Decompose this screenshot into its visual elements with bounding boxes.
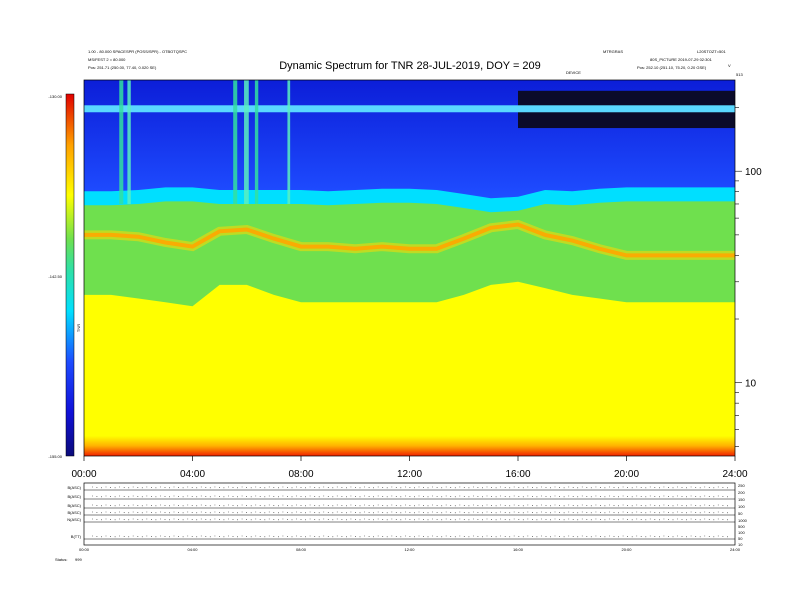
x-axis: 00:00 04:00 08:00 12:00 16:00 20:00 24:00 — [71, 456, 748, 480]
status-label: Status: — [55, 557, 67, 562]
lower-right-label: 1000 — [738, 518, 748, 523]
colorbar — [65, 93, 75, 457]
lower-row-label: B(ASC) — [67, 503, 81, 508]
x-tick-label: 04:00 — [180, 469, 205, 480]
y-axis: 10 100 — [735, 107, 762, 447]
lower-x-tick-label: 08:00 — [296, 547, 307, 552]
colorbar-label-bottom: -155.00 — [48, 454, 62, 459]
lower-row-label: B(TT) — [71, 534, 82, 539]
header-info-left-1: 1.00 - 80.000 SPACESPR (POSS/SPR) - OTBO… — [88, 49, 187, 54]
lower-right-label: 200 — [738, 490, 745, 495]
colorbar-label-top: -130.00 — [48, 94, 62, 99]
header-info-right-4: Pos: 252.10 (251.10, 75.20, 0.20 GSE) — [637, 65, 707, 70]
stripe-band — [84, 105, 735, 113]
header-info-left-2: MS/FEST 2 = 80.000 — [88, 57, 126, 62]
x-tick-label: 12:00 — [397, 469, 422, 480]
header-info-right-1: MTRGRAS — [603, 49, 623, 54]
lower-row-label: B(ASC) — [67, 485, 81, 490]
lower-right-label: 150 — [738, 497, 745, 502]
y-tick-label: 100 — [745, 167, 762, 178]
x-tick-label: 24:00 — [722, 469, 747, 480]
lower-right-label: 100 — [738, 530, 745, 535]
yellow-band — [84, 281, 735, 456]
bottom-red-band — [84, 435, 735, 456]
burst-streak — [127, 80, 131, 204]
x-tick-label: 00:00 — [71, 469, 96, 480]
lower-right-label: 50 — [738, 536, 743, 541]
lower-row-trace — [92, 504, 728, 507]
header-corner-label: V — [728, 63, 731, 68]
chart-title: Dynamic Spectrum for TNR 28-JUL-2019, DO… — [279, 60, 541, 72]
lower-right-label: 100 — [738, 504, 745, 509]
header-corner-number: 513 — [736, 72, 743, 77]
lower-x-tick-label: 20:00 — [621, 547, 632, 552]
burst-streak — [119, 80, 124, 204]
lower-row-trace — [92, 535, 728, 538]
lower-row-label: B(ASC) — [67, 494, 81, 499]
lower-right-label: 500 — [738, 524, 745, 529]
lower-row-trace — [92, 495, 728, 498]
x-tick-label: 20:00 — [614, 469, 639, 480]
header-info-left-3: Pos: 251.71 (250.00, 77.40, 0.020 SE) — [88, 65, 157, 70]
lower-x-tick-label: 12:00 — [404, 547, 415, 552]
lower-right-label: 10 — [738, 542, 743, 547]
lower-panel-frame — [83, 482, 736, 546]
lower-right-label: 50 — [738, 511, 743, 516]
burst-streak — [233, 80, 238, 204]
y-tick-label: 10 — [745, 379, 757, 390]
lower-x-tick-label: 16:00 — [513, 547, 524, 552]
x-tick-label: 16:00 — [505, 469, 530, 480]
lower-row-label: N(ASC) — [67, 517, 81, 522]
spectrogram-heatmap — [84, 80, 735, 456]
burst-streaks — [119, 80, 291, 204]
lower-x-tick-label: 00:00 — [79, 547, 90, 552]
burst-streak — [244, 80, 249, 204]
lower-row-trace — [92, 511, 728, 514]
lower-x-tick-label: 04:00 — [187, 547, 198, 552]
burst-streak — [254, 80, 259, 204]
colorbar-label-mid: -142.50 — [48, 274, 62, 279]
lower-x-tick-label: 24:00 — [730, 547, 741, 552]
header-device-label: DEVICE — [566, 70, 581, 75]
header-info-right-3: 80S_PICTURE 2019-07-29 02:301 — [650, 57, 713, 62]
lower-row-label: B(ASC) — [67, 510, 81, 515]
yellow-ridge-halo — [84, 219, 735, 260]
lower-right-label: 250 — [738, 483, 745, 488]
lower-row-trace — [92, 518, 728, 521]
status-value: 999 — [75, 557, 82, 562]
x-tick-label: 08:00 — [288, 469, 313, 480]
lower-row-trace — [92, 486, 728, 489]
header-info-right-2: L20STOZT=501 — [697, 49, 726, 54]
lower-panel: B(ASC) B(ASC) B(ASC) B(ASC) N(ASC) B(TT) 250 20… — [55, 482, 748, 562]
colorbar-unit: TNR — [76, 324, 81, 332]
burst-streak — [287, 80, 291, 204]
